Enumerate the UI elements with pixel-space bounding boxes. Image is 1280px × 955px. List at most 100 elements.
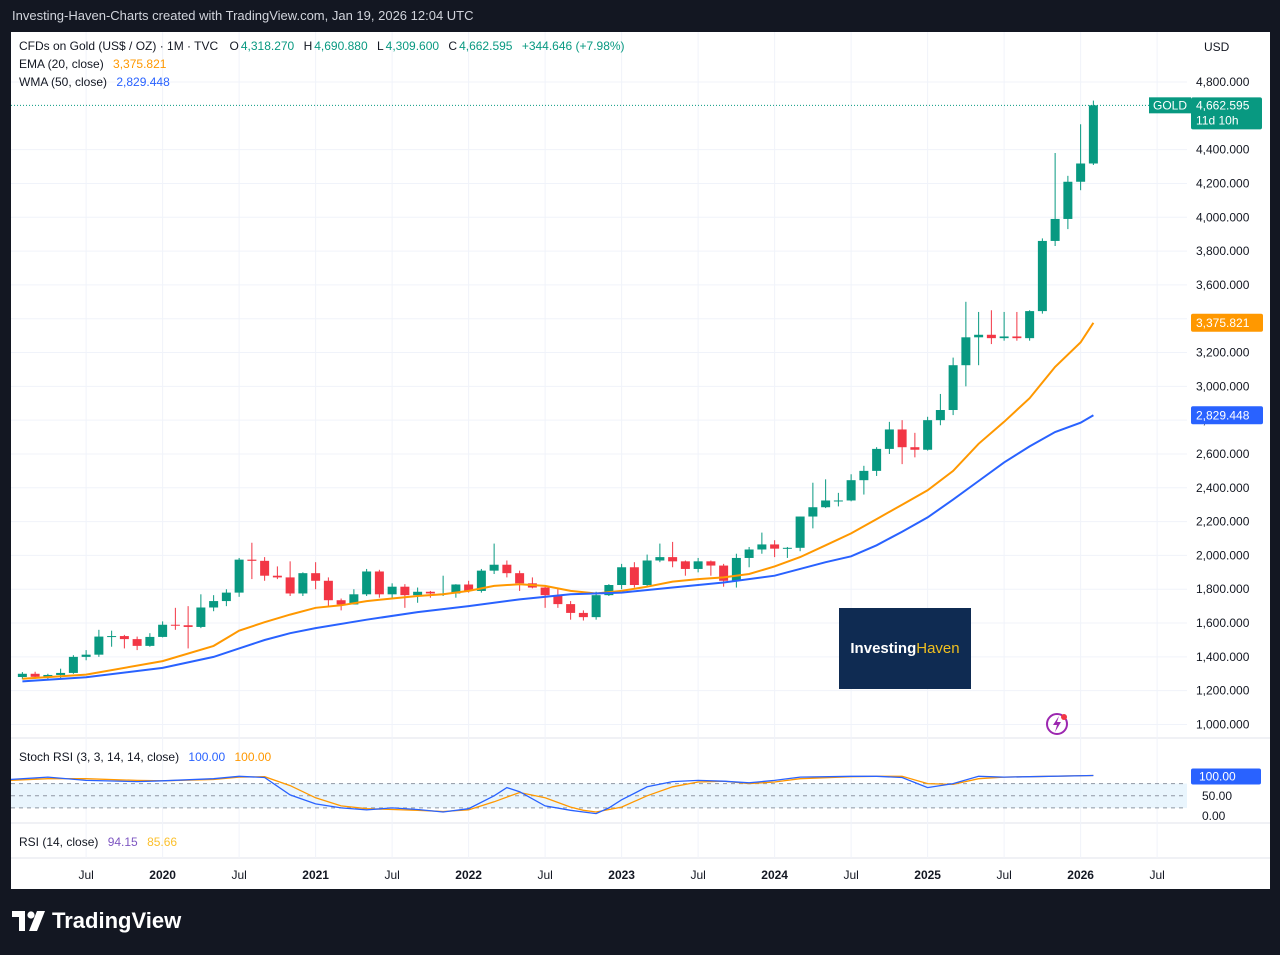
time-tick-label: 2022 (455, 868, 482, 882)
price-tick-label: 1,800.000 (1196, 582, 1250, 596)
candle-body (132, 639, 142, 646)
candle-body (515, 573, 525, 584)
time-tick-label: 2024 (761, 868, 788, 882)
candle-body (285, 577, 295, 594)
price-tick-label: 3,000.000 (1196, 379, 1250, 393)
time-tick-label: 2023 (608, 868, 635, 882)
candle-body (400, 586, 410, 596)
gold-countdown: 11d 10h (1196, 113, 1239, 127)
candle-body (323, 580, 333, 601)
ema-badge-value: 3,375.821 (1196, 316, 1250, 330)
price-tick-label: 2,400.000 (1196, 481, 1250, 495)
stoch-d-value: 100.00 (234, 750, 272, 764)
candle-body (425, 591, 435, 594)
candle-body (795, 516, 805, 548)
time-tick-label: Jul (1149, 868, 1164, 882)
price-tick-label: 4,200.000 (1196, 176, 1250, 190)
time-tick-label: 2020 (149, 868, 176, 882)
candle-body (591, 595, 601, 618)
candle-body (884, 429, 894, 449)
close-label: C (448, 39, 458, 53)
candle-body (935, 410, 945, 421)
candle-body (910, 447, 920, 450)
candle-body (719, 565, 729, 581)
candle-body (260, 560, 270, 576)
price-tick-label: 4,000.000 (1196, 210, 1250, 224)
candle-body (1088, 105, 1098, 164)
candle-body (183, 625, 193, 627)
lightning-icon-dot (1061, 714, 1067, 720)
candle-body (387, 586, 397, 595)
price-chart[interactable]: 1,000.000 1,200.000 1,400.000 1,600.000 1,80… (11, 32, 1270, 889)
ema-badge (1191, 313, 1263, 332)
investinghaven-logo: Investing Haven (839, 608, 971, 689)
time-tick-label: Jul (996, 868, 1011, 882)
candle-body (1012, 336, 1022, 339)
time-tick-label: 2021 (302, 868, 329, 882)
wma-legend: WMA (50, close) 2,829.448 (19, 75, 172, 89)
change-value: +344.646 (+7.98%) (521, 39, 625, 53)
candle-body (1037, 240, 1047, 312)
wma-badge (1191, 406, 1263, 425)
time-tick-label: Jul (78, 868, 93, 882)
candle-body (833, 500, 843, 502)
wma-badge-value: 2,829.448 (1196, 408, 1250, 422)
ema-line (22, 322, 1095, 680)
price-tick-label: 1,000.000 (1196, 718, 1250, 732)
symbol-info: CFDs on Gold (US$ / OZ) · 1M · TVC (19, 39, 219, 53)
candle-body (693, 561, 703, 569)
candle-body (553, 595, 563, 605)
stoch-badge (1191, 768, 1261, 785)
candle-body (821, 500, 831, 508)
symbol-legend: CFDs on Gold (US$ / OZ) · 1M · TVC O 4,31… (19, 39, 627, 53)
price-tick-label: 1,400.000 (1196, 650, 1250, 664)
candle-body (374, 571, 384, 595)
candle-body (68, 656, 78, 673)
candle-body (948, 365, 958, 411)
tradingview-logo-icon (12, 911, 45, 931)
candle-body (221, 592, 231, 602)
logo-investing: Investing (850, 640, 917, 657)
candle-body (298, 573, 308, 594)
wma-value: 2,829.448 (116, 75, 170, 89)
candle-body (974, 334, 984, 338)
gold-price-badge (1191, 97, 1262, 130)
wma-label: WMA (50, close) (19, 75, 108, 89)
candle-body (642, 560, 652, 586)
candle-body (502, 564, 512, 574)
lightning-icon-bolt (1053, 716, 1061, 732)
low-value: 4,309.600 (385, 39, 440, 53)
time-tick-label: Jul (384, 868, 399, 882)
stoch-label: Stoch RSI (3, 3, 14, 14, close) (19, 750, 180, 764)
candle-body (272, 575, 282, 578)
candle-body (986, 334, 996, 339)
candle-body (566, 604, 576, 613)
candle-body (247, 559, 257, 561)
candle-body (234, 559, 244, 593)
candle-body (145, 636, 155, 646)
candle-body (311, 573, 321, 581)
time-tick-label: 2026 (1067, 868, 1094, 882)
candle-body (81, 654, 91, 657)
price-tick-label: 1,200.000 (1196, 684, 1250, 698)
price-tick-label: 4,800.000 (1196, 75, 1250, 89)
price-tick-label: 2,000.000 (1196, 548, 1250, 562)
candle-body (413, 591, 423, 596)
candle-body (336, 600, 346, 605)
candle-body (17, 673, 27, 677)
candle-body (464, 584, 474, 591)
rsi-value: 94.15 (107, 835, 138, 849)
lightning-icon (1046, 713, 1068, 735)
candle-body (999, 336, 1009, 339)
candle-body (1050, 218, 1060, 241)
candle-body (744, 549, 754, 558)
candle-body (706, 561, 716, 566)
stoch-k-line (11, 774, 1094, 815)
stoch-tick-label: 0.00 (1202, 809, 1226, 823)
candle-body (94, 636, 104, 655)
ema-value: 3,375.821 (113, 57, 167, 71)
open-label: O (229, 39, 239, 53)
tradingview-brand: TradingView (52, 908, 182, 933)
rsi-ma-value: 85.66 (147, 835, 178, 849)
price-tick-label: 2,200.000 (1196, 515, 1250, 529)
